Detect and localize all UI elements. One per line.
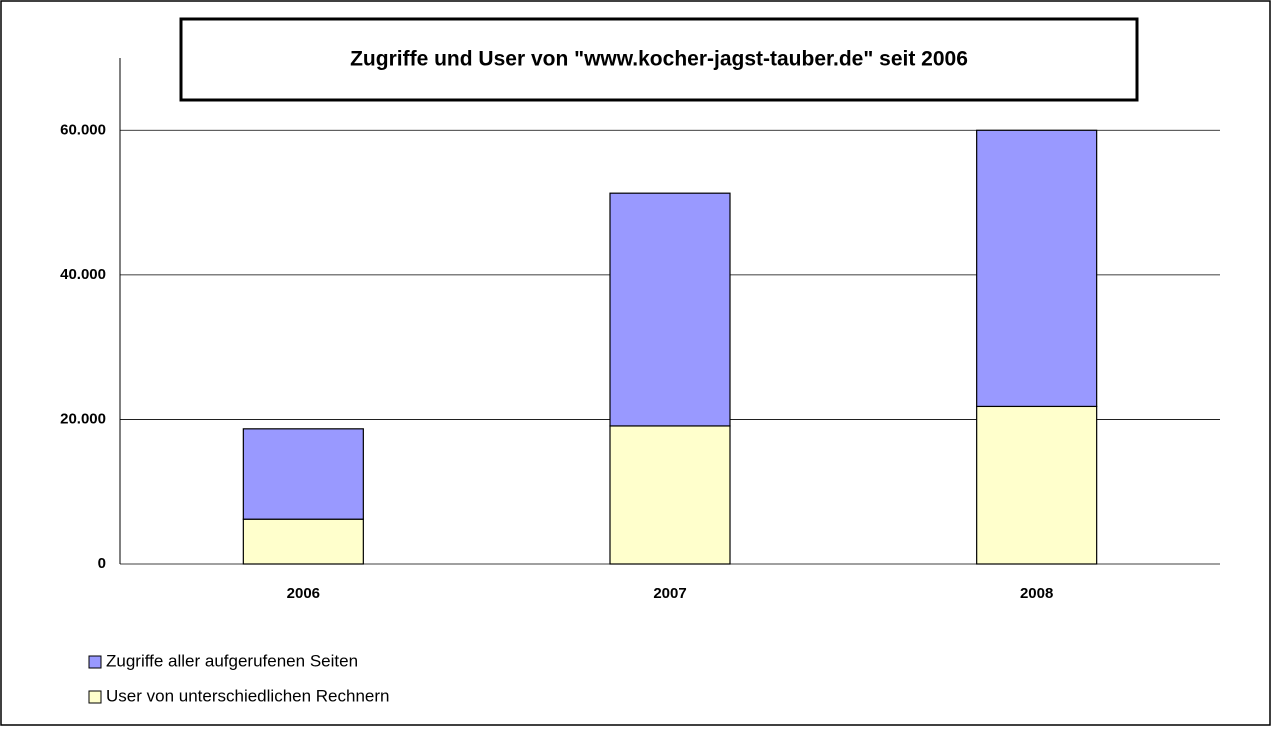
y-tick-label: 40.000 xyxy=(60,266,106,283)
x-tick-label: 2006 xyxy=(287,585,320,602)
x-tick-label: 2008 xyxy=(1020,585,1053,602)
bar-segment xyxy=(242,518,364,565)
legend-label: User von unterschiedlichen Rechnern xyxy=(106,686,390,705)
y-tick-label: 0 xyxy=(98,555,106,572)
title-box xyxy=(179,17,1139,102)
bar-segment xyxy=(609,192,731,427)
chart-title: Zugriffe und User von "www.kocher-jagst-… xyxy=(350,48,968,71)
bar-segment xyxy=(242,428,364,520)
bar-segment xyxy=(976,405,1098,565)
legend-swatch xyxy=(88,690,102,704)
bar-segment xyxy=(609,425,731,565)
legend-swatch xyxy=(88,655,102,669)
y-tick-label: 20.000 xyxy=(60,410,106,427)
x-tick-label: 2007 xyxy=(653,585,686,602)
bar-segment xyxy=(976,129,1098,408)
y-tick-label: 60.000 xyxy=(60,121,106,138)
legend-label: Zugriffe aller aufgerufenen Seiten xyxy=(106,651,358,670)
